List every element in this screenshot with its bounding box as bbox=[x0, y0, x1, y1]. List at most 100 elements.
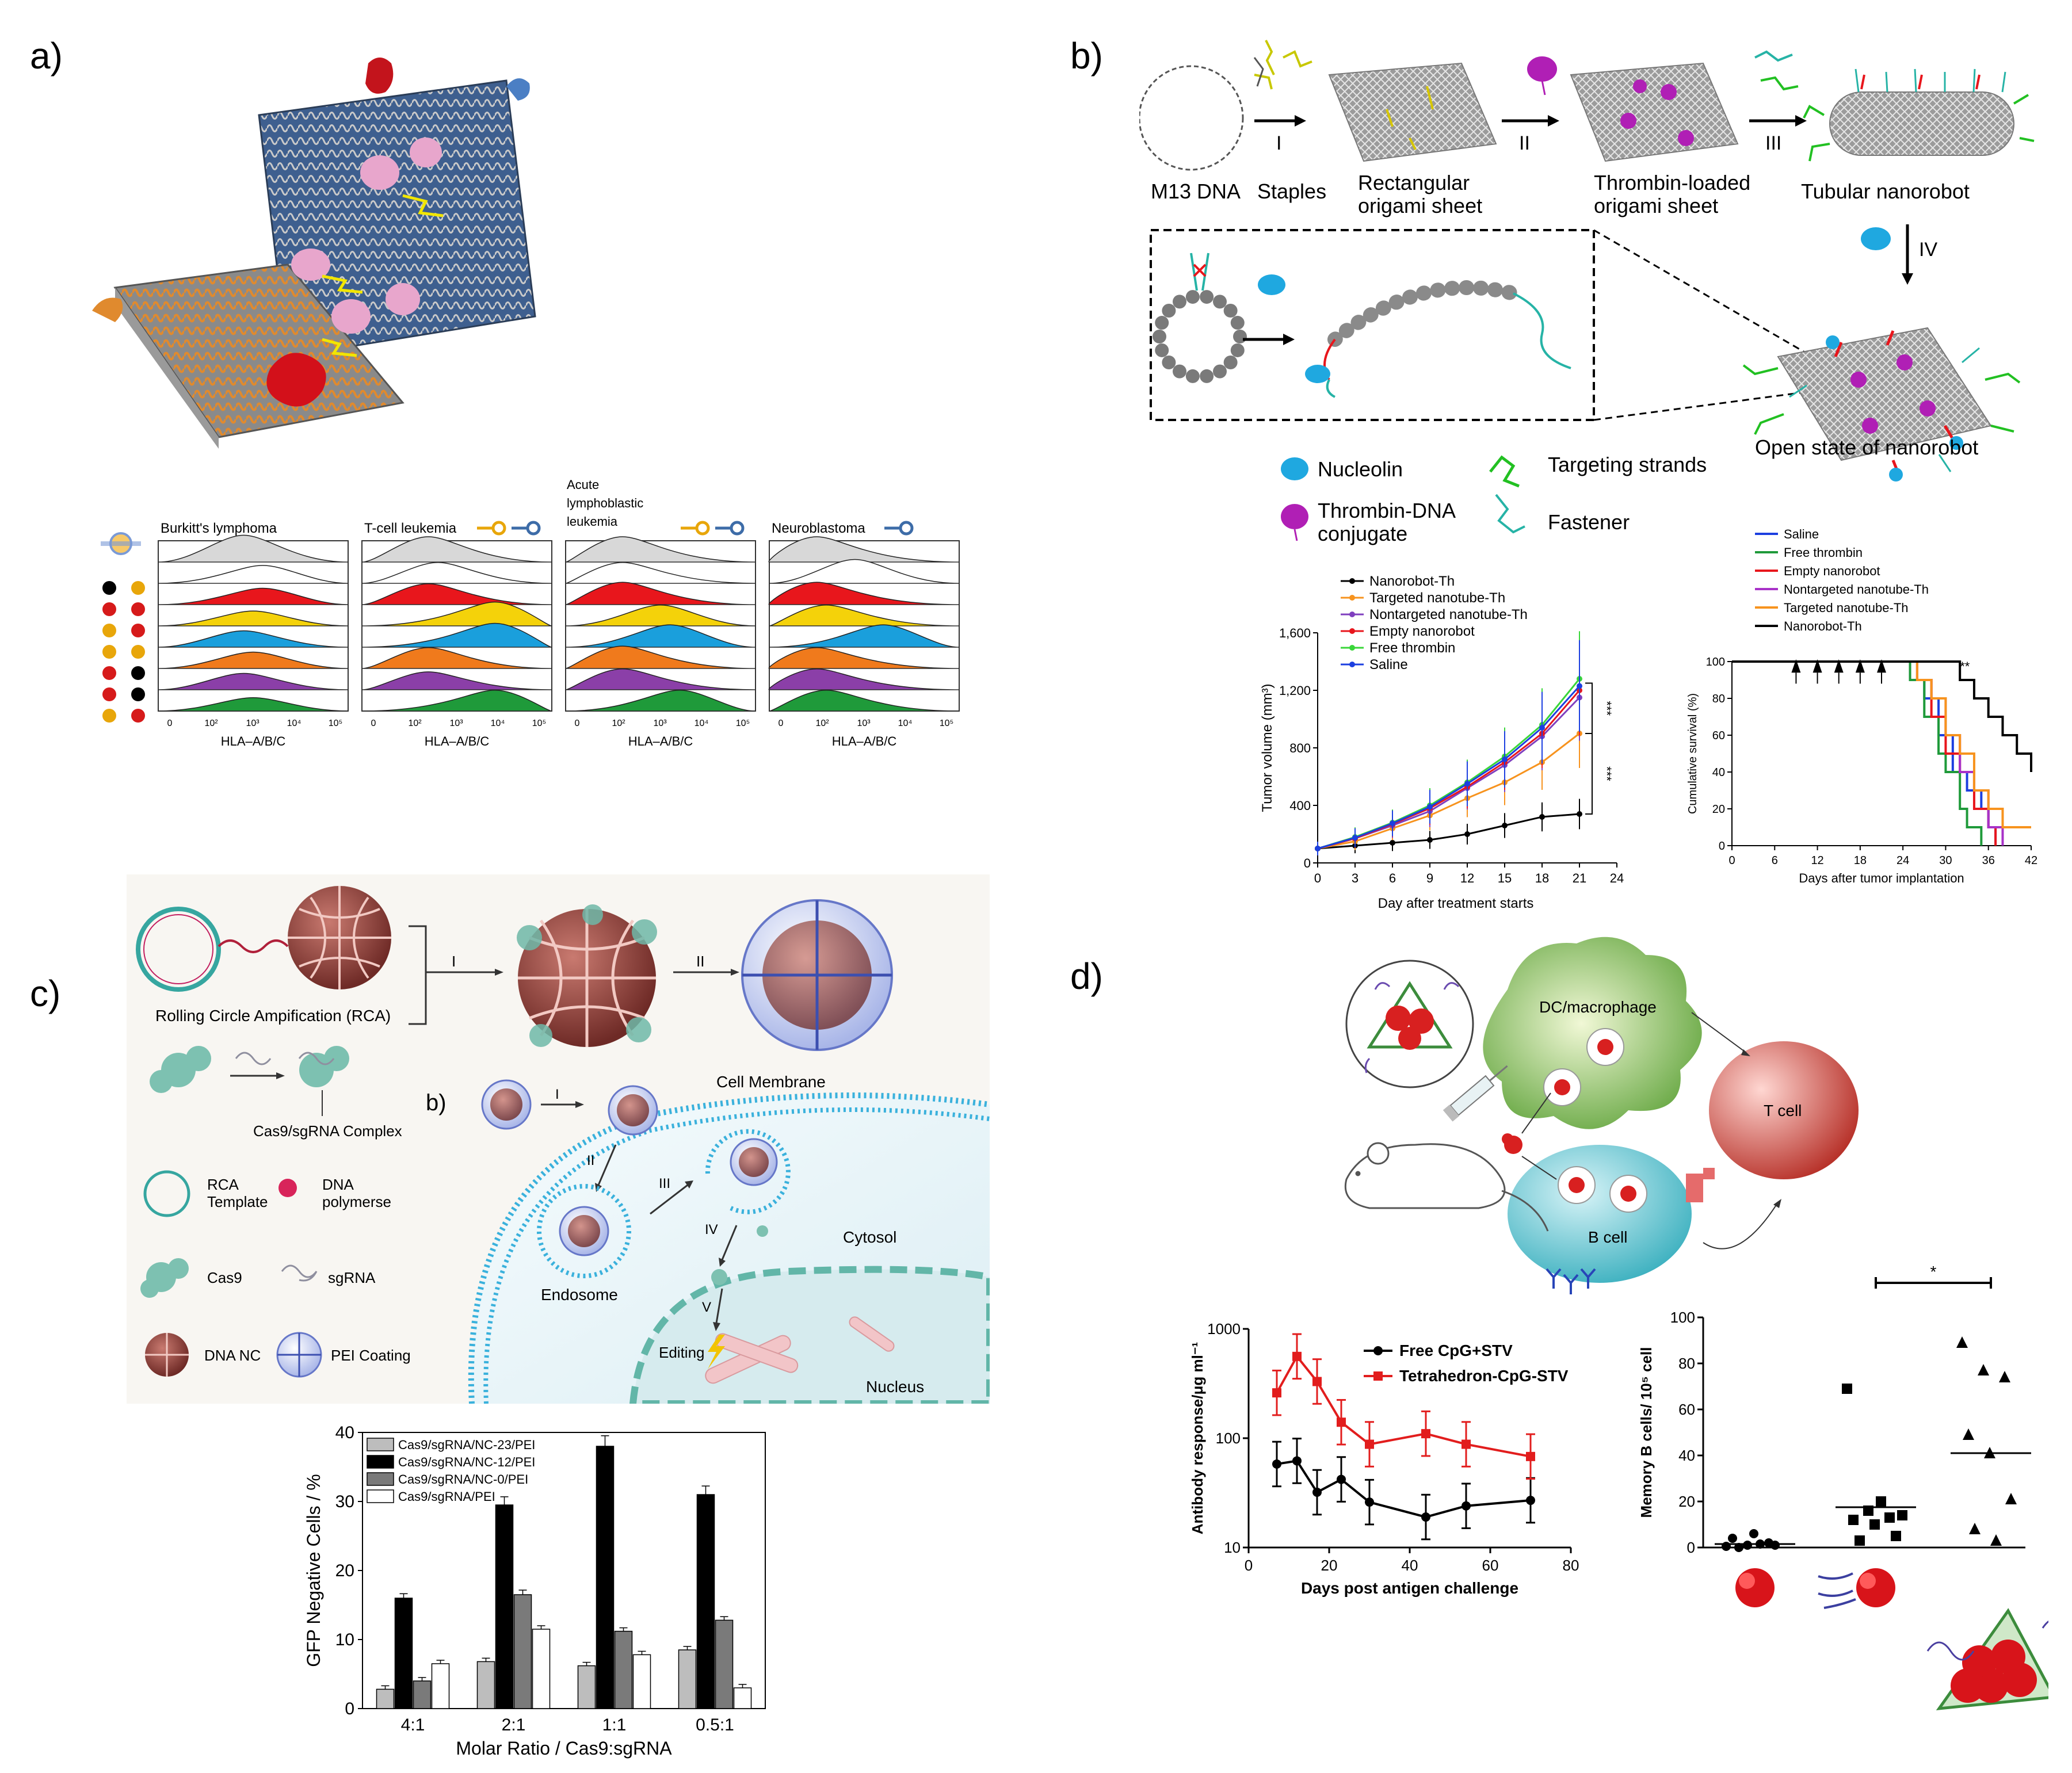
label-cas9-complex: Cas9/sgRNA Complex bbox=[253, 1122, 402, 1140]
lock-icon bbox=[102, 581, 116, 595]
endosome bbox=[537, 1184, 631, 1278]
flow-tick: 10⁴ bbox=[695, 719, 709, 728]
data-point bbox=[1956, 1336, 1968, 1348]
y-tick-label: 1,600 bbox=[1279, 626, 1311, 640]
cell-illustration bbox=[468, 1092, 990, 1404]
flow-histogram bbox=[565, 604, 756, 626]
bar bbox=[632, 1654, 651, 1709]
data-point bbox=[1884, 1512, 1895, 1523]
lock-icon bbox=[131, 581, 145, 595]
staples-icon bbox=[1254, 40, 1312, 90]
x-tick-label: 0.5:1 bbox=[696, 1715, 734, 1734]
flow-histogram bbox=[158, 565, 349, 584]
series-line bbox=[1317, 813, 1580, 850]
cas9-legend-icon bbox=[140, 1258, 189, 1298]
fastener-strand-closed bbox=[1190, 253, 1209, 291]
data-point bbox=[1337, 1417, 1346, 1427]
b-cell bbox=[1508, 1145, 1692, 1283]
panel-letter-c: c) bbox=[30, 973, 61, 1014]
x-axis-label: Days after tumor implantation bbox=[1799, 871, 1964, 885]
flow-tick: 10³ bbox=[246, 719, 260, 728]
survival-step-line bbox=[1732, 660, 1983, 846]
flow-tick: 10² bbox=[612, 719, 625, 728]
flow-histogram bbox=[565, 624, 756, 648]
flow-tick: 0 bbox=[779, 719, 784, 728]
flow-histogram bbox=[768, 647, 960, 669]
bar bbox=[614, 1630, 633, 1709]
significance-mark: * bbox=[1930, 1266, 1937, 1281]
flow-title: Burkitt's lymphoma bbox=[161, 521, 277, 536]
legend-label: Free thrombin bbox=[1784, 545, 1863, 560]
data-point bbox=[1891, 1531, 1901, 1541]
flow-cytometry-figure: Burkitt's lymphoma 0 10² 10³ 10⁴ 10⁵ HLA–A/B/C… bbox=[101, 477, 960, 748]
lock-icon bbox=[131, 624, 145, 637]
mouse-icon bbox=[1344, 1142, 1549, 1232]
significance-mark: ** bbox=[1960, 659, 1970, 674]
data-point bbox=[2005, 1493, 2017, 1504]
legend-label: Tetrahedron-CpG-STV bbox=[1399, 1367, 1569, 1385]
x-tick-label: 4:1 bbox=[401, 1715, 425, 1734]
label-dc: DC/macrophage bbox=[1539, 998, 1657, 1016]
legend-rca-2: Template bbox=[207, 1193, 268, 1210]
nucleolin-icon bbox=[1861, 227, 1891, 250]
linker-strand bbox=[322, 338, 357, 357]
significance-mark: *** bbox=[1600, 701, 1614, 716]
lock-icon bbox=[131, 709, 145, 723]
aptamer-key-icon bbox=[526, 521, 541, 536]
dc-macrophage-cell bbox=[1483, 937, 1702, 1129]
lock-icon bbox=[102, 709, 116, 723]
data-point bbox=[1464, 831, 1470, 837]
legend-label: Cas9/sgRNA/PEI bbox=[398, 1489, 495, 1504]
y-tick-label: 1,200 bbox=[1279, 683, 1311, 698]
x-tick-label: 2:1 bbox=[502, 1715, 526, 1734]
nc-particle bbox=[481, 1079, 532, 1130]
aptamer-key-icon bbox=[491, 521, 506, 536]
x-tick-label: 12 bbox=[1460, 871, 1474, 885]
data-point bbox=[1577, 811, 1582, 817]
lock-domain-red bbox=[266, 353, 326, 407]
label-rect-line: Rectangular bbox=[1358, 171, 1470, 194]
flow-histogram bbox=[565, 645, 756, 669]
fastener-legend-icon bbox=[1495, 494, 1525, 534]
data-point bbox=[1876, 1496, 1886, 1507]
y-axis-label: Memory B cells/ 10⁵ cell bbox=[1638, 1347, 1655, 1518]
treatment-arrow-icon bbox=[1877, 659, 1886, 673]
group-particle-icon bbox=[1926, 1608, 2048, 1711]
step-label: I bbox=[555, 1087, 559, 1102]
flow-histogram bbox=[361, 671, 552, 690]
flow-histogram bbox=[361, 647, 552, 669]
bar bbox=[376, 1688, 395, 1709]
flow-xlabel: HLA–A/B/C bbox=[832, 734, 897, 748]
x-tick-label: 40 bbox=[1402, 1557, 1418, 1574]
x-tick-label: 30 bbox=[1939, 854, 1952, 867]
y-tick-label: 10 bbox=[1224, 1539, 1241, 1556]
thrombin-icon bbox=[1527, 56, 1557, 82]
flow-histogram bbox=[565, 689, 756, 712]
flow-histogram bbox=[361, 536, 552, 563]
cas9-release bbox=[711, 1225, 768, 1285]
handle-orange bbox=[92, 297, 123, 322]
flow-tick: 10² bbox=[408, 719, 422, 728]
bar bbox=[596, 1446, 615, 1709]
crispr-nanocarrier-schematic: I Rolling Circle Ampification (RCA) II C… bbox=[127, 874, 990, 1404]
step-label: III bbox=[1765, 132, 1781, 154]
memory-b-cells-chart: 0 20 40 60 80 100 Memory B cells/ 10⁵ cell * bbox=[1638, 1266, 2048, 1711]
lock-icon bbox=[102, 645, 116, 659]
data-point bbox=[1427, 837, 1433, 843]
bar bbox=[394, 1598, 413, 1709]
y-tick-label: 0 bbox=[1687, 1539, 1695, 1556]
x-tick-label: 20 bbox=[1321, 1557, 1338, 1574]
data-point bbox=[1462, 1439, 1471, 1449]
legend-targeting: Targeting strands bbox=[1548, 453, 1707, 476]
data-point bbox=[1842, 1384, 1852, 1394]
label-bcell: B cell bbox=[1588, 1228, 1627, 1246]
label-sub-b: b) bbox=[426, 1090, 447, 1115]
fastener-strand-open bbox=[1327, 280, 1521, 347]
payload-protein bbox=[331, 299, 371, 334]
lock-icon bbox=[102, 666, 116, 680]
x-tick-label: 0 bbox=[1728, 854, 1735, 867]
sgrna-legend-icon bbox=[281, 1264, 318, 1282]
data-point bbox=[1502, 756, 1508, 762]
payload-protein bbox=[410, 137, 442, 167]
legend-label: Cas9/sgRNA/NC-0/PEI bbox=[398, 1472, 528, 1487]
